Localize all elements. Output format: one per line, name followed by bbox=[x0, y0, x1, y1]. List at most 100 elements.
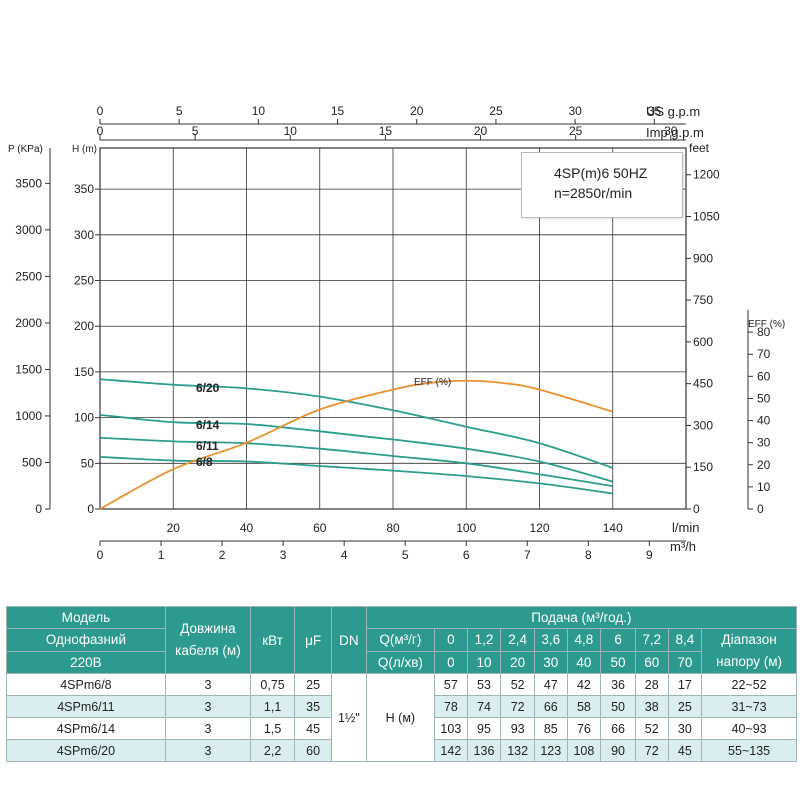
cell-head: 132 bbox=[500, 739, 535, 762]
axis-label-us: US g.p.m bbox=[646, 104, 700, 119]
tick-label-m3h: 8 bbox=[585, 548, 592, 562]
tick-label-m3h: 1 bbox=[158, 548, 165, 562]
axis-label-m3h: m³/h bbox=[670, 539, 696, 554]
axis-label-p: P (KPa) bbox=[8, 144, 43, 155]
tick-label-imp: 10 bbox=[284, 124, 298, 138]
tick-label-imp: 5 bbox=[192, 124, 199, 138]
tick-label-h: 350 bbox=[74, 182, 94, 196]
series-label-6-11: 6/11 bbox=[196, 439, 219, 453]
cell-head: 85 bbox=[533, 717, 568, 740]
table-row: 4SPm6/8 3 0,75 25 1½" H (м) 57 53 52 47 … bbox=[6, 673, 797, 762]
axis-label-imp: Imp g.p.m bbox=[646, 125, 704, 140]
tick-label-feet: 600 bbox=[693, 335, 713, 349]
tick-label-imp: 30 bbox=[664, 124, 678, 138]
header-q-m3-value: 6 bbox=[600, 628, 636, 652]
cell-head: 123 bbox=[533, 739, 568, 762]
tick-label-eff: 30 bbox=[757, 436, 771, 450]
cell-cable: 3 bbox=[164, 673, 252, 696]
tick-label-p: 1500 bbox=[15, 362, 42, 376]
cell-head: 28 bbox=[634, 673, 669, 696]
header-q-l-value: 0 bbox=[434, 650, 468, 674]
tick-label-eff: 20 bbox=[757, 458, 771, 472]
cell-h-label: H (м) bbox=[365, 673, 436, 762]
cell-head: 38 bbox=[634, 695, 669, 718]
tick-label-p: 1000 bbox=[15, 409, 42, 423]
header-flow: Подача (м³/год.) bbox=[365, 606, 798, 629]
tick-label-eff: 0 bbox=[757, 502, 764, 516]
cell-uf: 25 bbox=[294, 673, 332, 696]
efficiency-curve bbox=[99, 379, 614, 510]
tick-label-feet: 150 bbox=[693, 460, 713, 474]
cell-kw: 1,5 bbox=[250, 717, 296, 740]
tick-label-h: 250 bbox=[74, 274, 94, 288]
head-curve-6-14 bbox=[99, 413, 613, 483]
series-label-6-20: 6/20 bbox=[196, 381, 220, 395]
header-q-l-value: 60 bbox=[634, 650, 669, 674]
cell-head: 17 bbox=[667, 673, 703, 696]
cell-head: 142 bbox=[434, 739, 468, 762]
cell-cable: 3 bbox=[164, 695, 252, 718]
cell-head: 136 bbox=[466, 739, 502, 762]
axis-label-feet: feet bbox=[689, 141, 710, 155]
tick-label-p: 2000 bbox=[15, 316, 42, 330]
tick-label-p: 3500 bbox=[15, 176, 42, 190]
cell-head: 58 bbox=[566, 695, 602, 718]
tick-label-us: 25 bbox=[489, 104, 503, 118]
header-phase: Однофазний bbox=[6, 628, 166, 652]
tick-label-h: 0 bbox=[87, 502, 94, 516]
tick-label-feet: 1050 bbox=[693, 210, 720, 224]
cell-head: 42 bbox=[566, 673, 602, 696]
header-q-l-value: 50 bbox=[600, 650, 636, 674]
header-q-m3-value: 4,8 bbox=[566, 628, 602, 652]
header-model: Модель bbox=[6, 606, 166, 629]
tick-label-us: 35 bbox=[648, 104, 662, 118]
axis-label-lmin: l/min bbox=[672, 520, 699, 535]
tick-label-m3h: 0 bbox=[97, 548, 104, 562]
header-q-l-value: 10 bbox=[466, 650, 502, 674]
tick-label-lmin: 60 bbox=[313, 521, 327, 535]
tick-label-h: 300 bbox=[74, 228, 94, 242]
tick-label-lmin: 80 bbox=[386, 521, 400, 535]
tick-label-eff: 10 bbox=[757, 480, 771, 494]
cell-head: 103 bbox=[434, 717, 468, 740]
tick-label-imp: 25 bbox=[569, 124, 583, 138]
cell-head: 66 bbox=[600, 717, 636, 740]
tick-label-p: 0 bbox=[35, 502, 42, 516]
tick-label-m3h: 2 bbox=[219, 548, 226, 562]
header-cable-length: Довжина кабеля (м) bbox=[164, 606, 252, 674]
cell-kw: 0,75 bbox=[250, 673, 296, 696]
header-q-m3-value: 1,2 bbox=[466, 628, 502, 652]
tick-label-lmin: 140 bbox=[603, 521, 623, 535]
tick-label-h: 50 bbox=[81, 456, 95, 470]
tick-label-lmin: 100 bbox=[456, 521, 476, 535]
tick-label-eff: 80 bbox=[757, 325, 771, 339]
tick-label-lmin: 20 bbox=[167, 521, 181, 535]
tick-label-eff: 60 bbox=[757, 369, 771, 383]
cell-head: 108 bbox=[566, 739, 602, 762]
header-dn: DN bbox=[331, 606, 367, 674]
chart-labels: 6/20 6/14 6/11 6/8 EFF (%) bbox=[196, 377, 451, 469]
info-speed-line: n=2850r/min bbox=[554, 185, 633, 201]
cell-range: 40~93 bbox=[701, 717, 797, 740]
tick-label-feet: 750 bbox=[693, 293, 713, 307]
series-label-6-14: 6/14 bbox=[196, 418, 220, 432]
cell-range: 22~52 bbox=[701, 673, 797, 696]
cell-kw: 2,2 bbox=[250, 739, 296, 762]
cell-head: 93 bbox=[500, 717, 535, 740]
tick-label-feet: 900 bbox=[693, 251, 713, 265]
cell-head: 50 bbox=[600, 695, 636, 718]
cell-head: 45 bbox=[667, 739, 703, 762]
header-q-l-label: Q(л/хв) bbox=[365, 650, 436, 674]
head-curve-6-8 bbox=[99, 456, 613, 495]
series-label-eff: EFF (%) bbox=[414, 377, 451, 388]
cell-cable: 3 bbox=[164, 739, 252, 762]
cell-range: 55~135 bbox=[701, 739, 797, 762]
tick-label-us: 5 bbox=[176, 104, 183, 118]
tick-label-m3h: 6 bbox=[463, 548, 470, 562]
tick-label-lmin: 40 bbox=[240, 521, 254, 535]
cell-uf: 45 bbox=[294, 717, 332, 740]
header-q-m3-value: 2,4 bbox=[500, 628, 535, 652]
header-head-range: Діапазон напору (м) bbox=[701, 628, 797, 674]
axis-label-h: H (m) bbox=[72, 144, 97, 155]
